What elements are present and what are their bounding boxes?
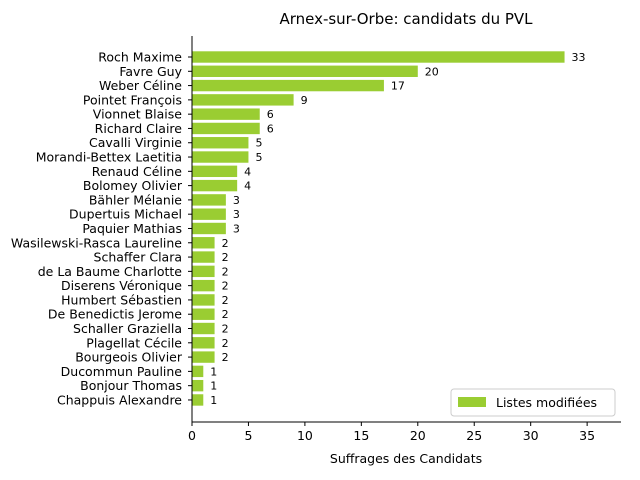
category-label: Plagellat Cécile	[86, 335, 182, 350]
category-label: Pointet François	[83, 92, 182, 107]
bar	[192, 337, 215, 349]
value-label: 6	[267, 122, 274, 135]
category-label: Cavalli Virginie	[89, 135, 182, 150]
bar	[192, 51, 565, 63]
bar	[192, 279, 215, 292]
value-label: 3	[233, 222, 240, 235]
bar	[192, 194, 226, 206]
value-label: 2	[222, 351, 229, 364]
bar	[192, 365, 204, 378]
category-label: Bähler Mélanie	[89, 192, 182, 207]
legend-label: Listes modifiées	[496, 395, 597, 410]
category-label: de La Baume Charlotte	[38, 264, 183, 279]
category-label: Schaffer Clara	[94, 250, 182, 265]
category-label: Schaller Graziella	[73, 321, 182, 336]
bar	[192, 308, 215, 320]
category-label: Ducommun Pauline	[61, 364, 183, 379]
value-label: 5	[255, 137, 262, 150]
value-label: 3	[233, 194, 240, 207]
value-label: 20	[425, 65, 439, 78]
bar	[192, 265, 215, 278]
value-label: 4	[244, 180, 251, 193]
value-label: 2	[222, 237, 229, 250]
bar	[192, 108, 260, 120]
bar	[192, 208, 226, 220]
value-label: 1	[210, 380, 217, 393]
value-label: 2	[222, 280, 229, 293]
category-label: Bonjour Thomas	[80, 378, 182, 393]
bar	[192, 122, 260, 135]
value-label: 1	[210, 394, 217, 407]
bar	[192, 394, 204, 406]
category-label: Chappuis Alexandre	[57, 392, 182, 407]
category-label: Bolomey Olivier	[83, 178, 183, 193]
value-label: 6	[267, 108, 274, 121]
legend-swatch	[458, 397, 486, 407]
bar	[192, 251, 215, 263]
category-label: Morandi-Bettex Laetitia	[36, 150, 182, 165]
category-label: De Benedictis Jerome	[48, 307, 182, 322]
bar	[192, 94, 294, 106]
x-tick-label: 30	[523, 428, 539, 443]
axes: 0 5 10 15 20 25 30 35	[188, 36, 621, 443]
value-label: 4	[244, 165, 251, 178]
bar	[192, 179, 238, 192]
category-label: Bourgeois Olivier	[75, 350, 183, 365]
value-label: 2	[222, 323, 229, 336]
legend: Listes modifiées	[450, 388, 616, 417]
x-tick-label: 15	[353, 428, 369, 443]
x-tick-label: 35	[579, 428, 595, 443]
category-label: Dupertuis Michael	[69, 207, 182, 222]
value-label: 2	[222, 251, 229, 264]
x-axis-title: Suffrages des Candidats	[330, 451, 482, 466]
bar	[192, 294, 215, 306]
value-label: 1	[210, 365, 217, 378]
category-label: Weber Céline	[99, 78, 182, 93]
x-tick-label: 5	[244, 428, 252, 443]
category-label: Diserens Véronique	[61, 278, 182, 293]
bar	[192, 222, 226, 235]
category-label: Humbert Sébastien	[61, 292, 182, 307]
x-tick-label: 25	[466, 428, 482, 443]
category-label: Favre Guy	[119, 64, 182, 79]
x-tick-label: 10	[297, 428, 313, 443]
bar	[192, 165, 238, 178]
bar	[192, 237, 215, 249]
category-label: Wasilewski-Rasca Laureline	[11, 235, 182, 250]
value-label: 2	[222, 337, 229, 350]
category-label: Vionnet Blaise	[93, 107, 183, 122]
category-label: Richard Claire	[95, 121, 183, 136]
category-label: Renaud Céline	[92, 164, 183, 179]
legend-box	[450, 388, 616, 417]
value-label: 9	[301, 94, 308, 107]
value-label: 33	[572, 51, 586, 64]
bar	[192, 65, 418, 77]
value-label: 2	[222, 265, 229, 278]
bars-layer	[192, 51, 565, 406]
value-label: 17	[391, 80, 405, 93]
bar	[192, 379, 204, 392]
category-label: Paquier Mathias	[82, 221, 182, 236]
value-label: 5	[255, 151, 262, 164]
bar	[192, 137, 249, 149]
bar	[192, 79, 384, 92]
x-tick-label: 20	[410, 428, 426, 443]
bar	[192, 351, 215, 363]
value-label: 3	[233, 208, 240, 221]
value-label: 2	[222, 308, 229, 321]
bar	[192, 151, 249, 163]
chart-title: Arnex-sur-Orbe: candidats du PVL	[279, 10, 533, 28]
x-tick-label: 0	[188, 428, 196, 443]
value-label: 2	[222, 294, 229, 307]
bar	[192, 322, 215, 335]
category-label: Roch Maxime	[98, 50, 182, 65]
